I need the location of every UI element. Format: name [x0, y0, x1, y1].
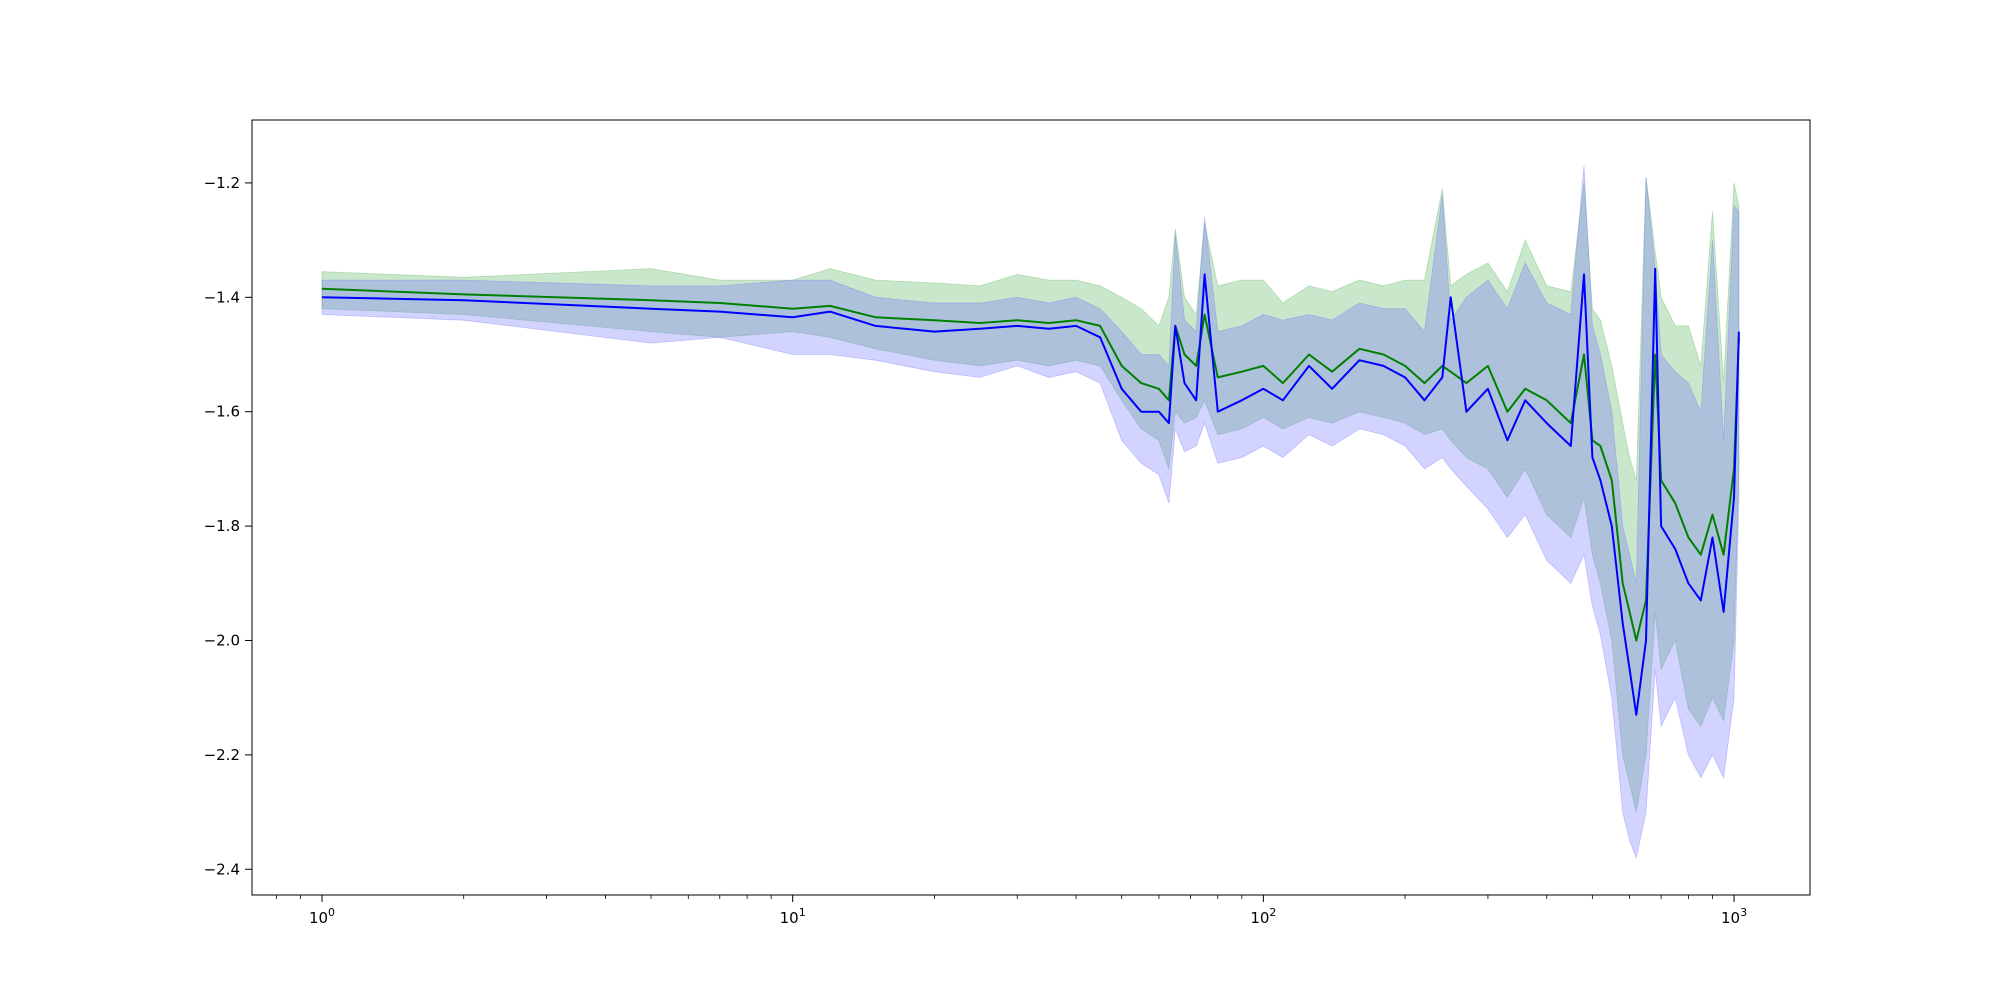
confidence-bands — [321, 165, 1740, 860]
y-tick-label: −2.2 — [204, 746, 240, 764]
x-axis: 100 101 102 103 — [275, 895, 1747, 927]
x-tick-label: 103 — [1721, 906, 1747, 927]
y-tick-label: −2.0 — [204, 631, 240, 649]
series-0-band — [321, 177, 1740, 813]
y-tick-label: −1.8 — [204, 517, 240, 535]
y-tick-label: −1.6 — [204, 403, 240, 421]
x-tick-label: 102 — [1250, 906, 1276, 927]
x-tick-label: 100 — [309, 906, 335, 927]
y-tick-label: −2.4 — [204, 860, 240, 878]
series-1-line — [321, 267, 1740, 716]
plot-background — [252, 120, 1810, 895]
y-axis: −1.2 −1.4 −1.6 −1.8 −2.0 −2.2 −2.4 — [204, 174, 252, 878]
y-tick-label: −1.4 — [204, 288, 240, 306]
series-1-band — [321, 165, 1740, 860]
plot-frame — [251, 119, 1811, 896]
y-tick-label: −1.2 — [204, 174, 240, 192]
x-tick-label: 101 — [780, 906, 806, 927]
series-lines — [321, 267, 1740, 716]
series-0-line — [321, 287, 1740, 642]
